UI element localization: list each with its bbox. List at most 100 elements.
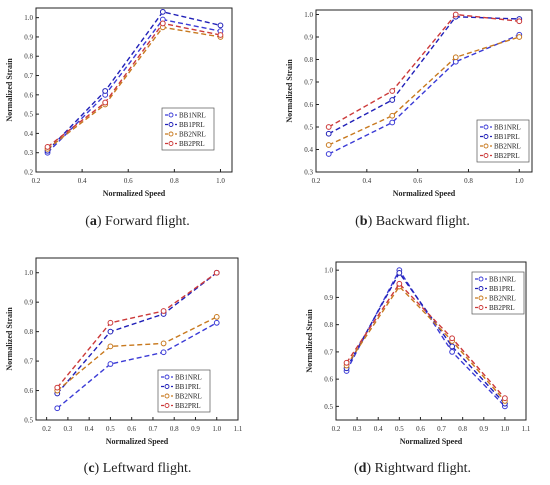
- y-tick-label: 0.3: [304, 169, 313, 177]
- data-point-BB2NRL: [160, 340, 167, 347]
- legend-marker-BB1NRL: [164, 374, 170, 380]
- data-point-BB2PRL: [449, 335, 456, 342]
- data-point-BB2PRL: [452, 11, 459, 18]
- y-tick-label: 0.3: [24, 149, 33, 157]
- legend-marker-BB2NRL: [164, 393, 170, 399]
- data-point-BB2PRL: [343, 359, 350, 366]
- series-line-BB1NRL: [47, 18, 221, 154]
- y-axis-label: Normalized Strain: [305, 309, 314, 373]
- series-line-BB1NRL: [56, 322, 218, 409]
- y-tick-label: 1.0: [24, 269, 33, 277]
- y-tick-label: 0.8: [304, 56, 313, 64]
- data-point-BB2PRL: [516, 18, 523, 25]
- data-point-BB1PRL: [102, 88, 109, 94]
- y-tick-label: 0.8: [24, 328, 33, 336]
- legend-marker-BB1PRL: [478, 286, 484, 291]
- y-tick-label: 0.6: [324, 376, 333, 384]
- legend-label-BB1PRL: BB1PRL: [179, 121, 205, 129]
- y-tick-label: 0.6: [304, 101, 313, 109]
- data-point-BB2NRL: [516, 34, 523, 40]
- data-point-BB2PRL: [396, 280, 403, 287]
- series-line-BB1PRL: [345, 271, 506, 405]
- y-axis-label: Normalized Strain: [5, 307, 14, 371]
- x-tick-label: 0.2: [42, 425, 51, 433]
- caption-c-text: Leftward flight.: [102, 461, 192, 476]
- caption-a: (a) Forward flight.: [85, 214, 190, 229]
- legend-marker-BB1PRL: [168, 122, 174, 127]
- legend-label-BB2PRL: BB2PRL: [175, 402, 201, 410]
- series-line-BB2NRL: [47, 26, 221, 150]
- x-tick-label: 0.6: [416, 425, 425, 433]
- x-tick-label: 1.0: [501, 425, 510, 433]
- chart-panel-c: 0.2 0.3 0.4 0.5 0.6 0.7 0.8 0.9 1.0 1.1 0.5 0.6 0.7 0…: [5, 257, 243, 446]
- data-point-BB2PRL: [213, 269, 220, 276]
- x-tick-label: 0.5: [106, 425, 115, 433]
- x-tick-label: 0.5: [395, 425, 404, 433]
- y-tick-label: 0.5: [24, 417, 33, 425]
- y-tick-label: 0.5: [24, 111, 33, 119]
- x-tick-label: 0.4: [374, 425, 383, 433]
- data-point-BB2PRL: [44, 144, 51, 150]
- legend-marker-BB2PRL: [164, 403, 170, 408]
- y-tick-label: 0.7: [24, 72, 33, 80]
- legend-label-BB1NRL: BB1NRL: [494, 124, 521, 132]
- data-point-BB2PRL: [159, 20, 166, 27]
- series-line-BB2NRL: [328, 36, 520, 146]
- legend-label-BB2PRL: BB2PRL: [494, 152, 520, 160]
- data-point-BB2PRL: [217, 32, 224, 38]
- data-point-BB1NRL: [213, 319, 220, 326]
- data-point-BB2NRL: [452, 54, 459, 61]
- caption-c-tag: c: [88, 461, 95, 476]
- data-point-BB2NRL: [325, 142, 332, 148]
- caption-d-tag: d: [358, 461, 367, 476]
- y-tick-label: 1.0: [24, 14, 33, 22]
- x-tick-label: 1.0: [212, 425, 221, 433]
- y-tick-label: 1.0: [304, 11, 313, 19]
- legend-label-BB1NRL: BB1NRL: [179, 112, 206, 120]
- data-point-BB1NRL: [325, 151, 332, 157]
- series-line-BB2PRL: [47, 22, 221, 148]
- y-axis-label: Normalized Strain: [5, 58, 14, 122]
- plot-frame: [35, 7, 233, 173]
- caption-b: (b) Backward flight.: [355, 214, 470, 229]
- y-tick-label: 0.9: [304, 34, 313, 42]
- x-tick-label: 0.4: [85, 425, 94, 433]
- x-tick-label: 1.1: [522, 425, 531, 433]
- caption-b-text: Backward flight.: [375, 214, 470, 229]
- data-point-BB1NRL: [107, 361, 114, 367]
- x-tick-label: 0.9: [479, 425, 488, 433]
- y-tick-label: 0.4: [24, 130, 33, 138]
- x-axis-label: Normalized Speed: [393, 189, 456, 198]
- legend-marker-BB2PRL: [168, 141, 174, 146]
- series-line-BB1PRL: [47, 11, 221, 152]
- legend-marker-BB1PRL: [164, 384, 170, 389]
- y-tick-label: 0.8: [324, 321, 333, 329]
- legend-label-BB2NRL: BB2NRL: [175, 393, 202, 401]
- plot-frame: [35, 257, 239, 421]
- x-tick-label: 0.4: [78, 177, 87, 185]
- legend-label-BB1NRL: BB1NRL: [489, 276, 516, 284]
- x-tick-label: 1.0: [216, 177, 225, 185]
- x-tick-label: 0.2: [312, 177, 321, 185]
- data-point-BB2PRL: [325, 124, 332, 130]
- data-point-BB1PRL: [159, 8, 166, 15]
- legend-marker-BB2NRL: [168, 131, 174, 137]
- x-tick-label: 0.4: [362, 177, 371, 185]
- x-axis-label: Normalized Speed: [400, 437, 463, 446]
- series-line-BB2NRL: [345, 285, 506, 402]
- data-point-BB2NRL: [107, 343, 114, 350]
- data-point-BB1NRL: [160, 349, 167, 356]
- legend-label-BB1PRL: BB1PRL: [175, 383, 201, 391]
- data-point-BB1PRL: [107, 328, 114, 335]
- x-tick-label: 1.1: [234, 425, 243, 433]
- data-point-BB1PRL: [325, 130, 332, 137]
- legend-label-BB1NRL: BB1NRL: [175, 374, 202, 382]
- series-line-BB1PRL: [328, 16, 520, 135]
- x-tick-label: 0.3: [64, 425, 73, 433]
- legend-label-BB1PRL: BB1PRL: [489, 285, 515, 293]
- y-tick-label: 0.9: [24, 299, 33, 307]
- data-point-BB2NRL: [389, 112, 396, 119]
- legend-marker-BB2PRL: [478, 305, 484, 310]
- y-tick-label: 0.2: [24, 169, 33, 177]
- data-point-BB2PRL: [389, 88, 396, 94]
